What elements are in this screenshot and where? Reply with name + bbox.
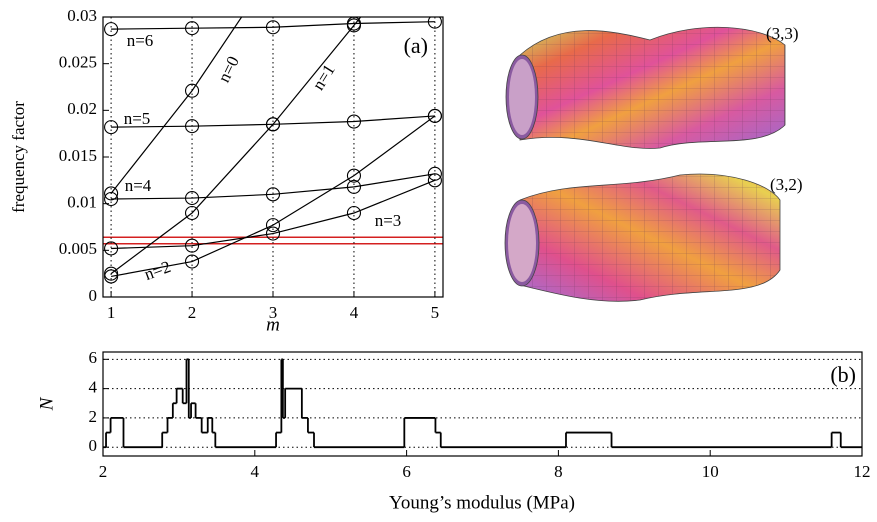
y-axis-label: frequency factor [9,101,28,213]
data-point [346,114,362,129]
annotation: (a) [404,33,428,58]
x-axis-label: Young’s modulus (MPa) [389,492,575,513]
data-point [184,119,200,134]
series-label: n=0 [214,53,243,85]
y-tick-label: 0.01 [67,193,97,212]
data-point [104,241,119,256]
tube-image [504,173,781,302]
data-point [104,186,119,201]
y-tick-label: 6 [89,348,98,367]
series-line [111,173,436,200]
x-tick-label: 5 [431,303,440,322]
mode-label: (3,3) [766,24,799,43]
data-point [427,108,442,123]
mode-label: (3,2) [770,175,803,194]
y-tick-label: 0 [89,436,98,455]
y-tick-label: 0.025 [59,53,97,72]
tube-image [505,26,786,149]
series-label: n=3 [375,211,402,230]
x-tick-label: 1 [107,303,116,322]
data-point [184,254,200,269]
series-label: n=4 [125,176,152,195]
data-point [346,168,362,183]
x-tick-label: 8 [554,462,563,481]
x-tick-label: 4 [350,303,359,322]
series-label: n=5 [124,109,151,128]
y-tick-label: 0.005 [59,239,97,258]
data-point [265,20,281,35]
series-label: n=2 [142,257,173,284]
series-line [110,17,362,275]
y-tick-label: 0.02 [67,99,97,118]
plot-area [103,17,443,284]
series-line [111,115,435,128]
series-label: n=6 [127,31,154,50]
x-tick-label: 2 [188,303,197,322]
x-tick-label: 12 [854,462,871,481]
data-point [265,187,281,202]
x-tick-label: 6 [402,462,411,481]
annotation: (b) [830,362,856,387]
plot-frame [102,351,863,457]
x-tick-label: 10 [702,462,719,481]
y-axis-label: N [36,396,57,411]
y-tick-label: 0.015 [59,146,97,165]
data-point [265,226,281,241]
y-tick-label: 4 [89,378,98,397]
y-tick-label: 0.03 [67,6,97,25]
x-tick-label: 2 [99,462,108,481]
series-line [110,17,243,194]
data-point [184,191,200,206]
plot-area [103,358,862,449]
series-label: n=1 [309,61,339,94]
data-point [427,17,442,29]
x-axis-label: m [266,314,280,335]
data-point [184,83,200,98]
data-point [104,266,119,281]
plot-frame [102,16,444,298]
x-tick-label: 3 [269,303,278,322]
data-point [265,218,281,233]
y-tick-label: 0 [89,286,98,305]
x-tick-label: 4 [251,462,260,481]
y-tick-label: 2 [89,407,98,426]
